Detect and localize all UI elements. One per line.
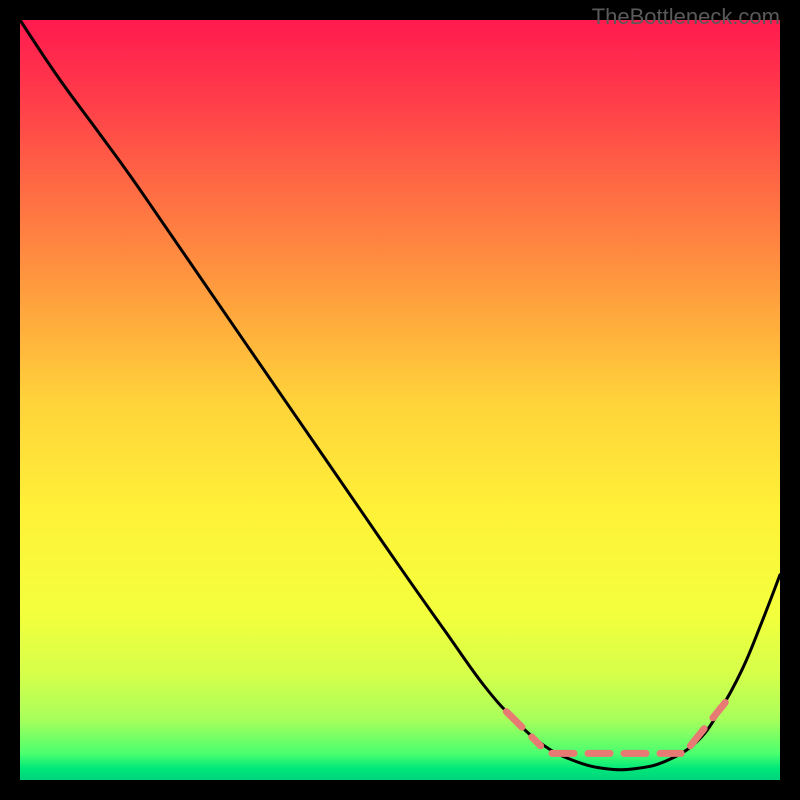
chart-container: TheBottleneck.com xyxy=(0,0,800,800)
bottleneck-curve xyxy=(20,20,780,770)
optimal-range-dash-0 xyxy=(506,712,540,746)
chart-overlay-svg xyxy=(0,0,800,800)
optimal-range-dash-2 xyxy=(690,702,725,745)
